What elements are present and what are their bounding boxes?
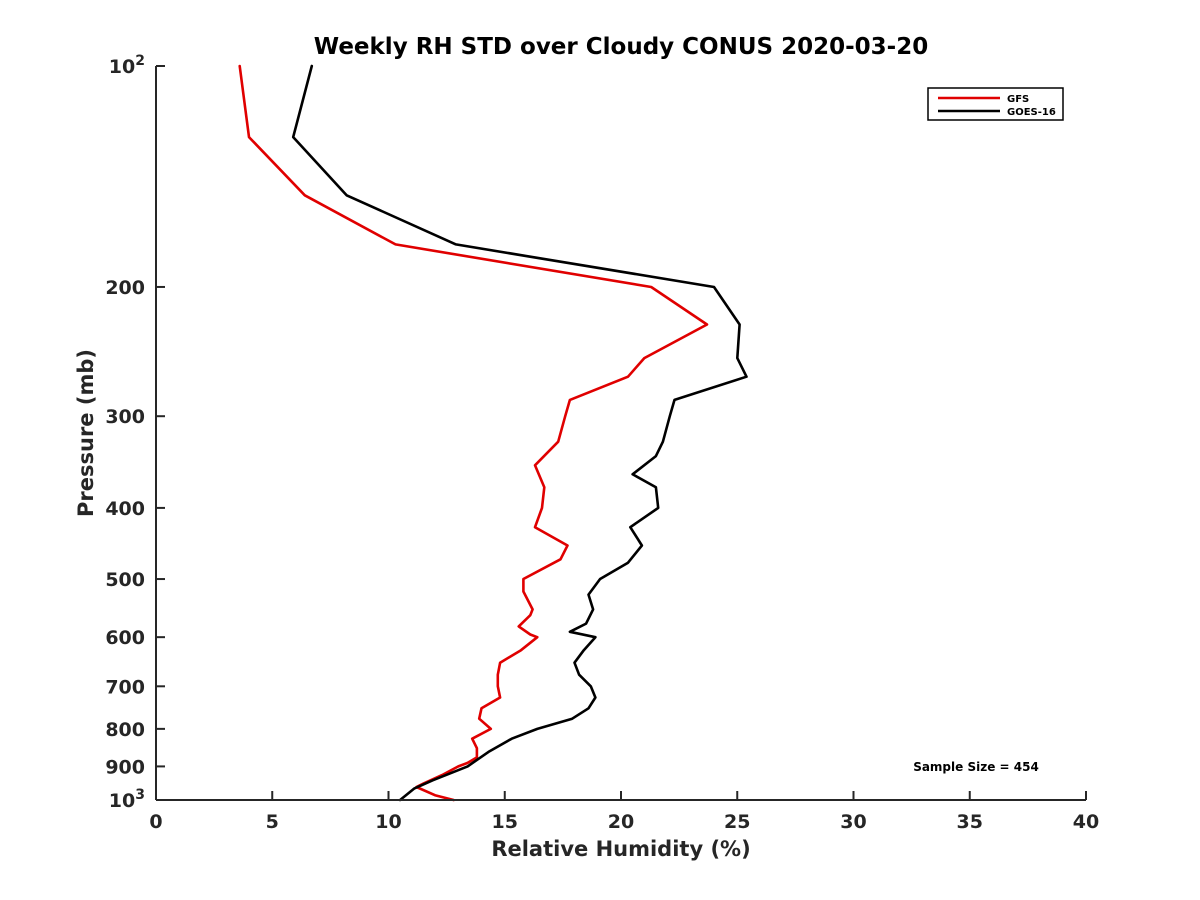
y-tick-label: 200 (105, 277, 145, 299)
x-tick-label: 25 (724, 811, 750, 833)
x-tick-label: 15 (492, 811, 518, 833)
y-tick-label: 700 (105, 676, 145, 698)
y-tick-label: 103 (109, 787, 145, 812)
x-tick-label: 40 (1073, 811, 1099, 833)
series-layer (238, 64, 748, 802)
x-tick-label: 5 (266, 811, 279, 833)
x-tick-label: 20 (608, 811, 634, 833)
legend-box (927, 87, 1064, 121)
y-tick-label: 900 (105, 756, 145, 778)
y-tick-label: 600 (105, 627, 145, 649)
legend: GFS GOES-16 (927, 87, 1064, 121)
y-tick-label: 102 (109, 53, 145, 78)
y-tick-label: 800 (105, 719, 145, 741)
x-tick-label: 35 (957, 811, 983, 833)
x-axis-label: Relative Humidity (%) (491, 837, 750, 861)
sample-size-annotation: Sample Size = 454 (913, 760, 1039, 774)
x-ticks: 0 5 10 15 20 25 30 35 40 (149, 791, 1099, 833)
y-axis-label: Pressure (mb) (74, 349, 98, 517)
y-tick-label: 300 (105, 406, 145, 428)
chart-title: Weekly RH STD over Cloudy CONUS 2020-03-… (314, 34, 928, 60)
legend-label: GFS (1007, 94, 1029, 105)
y-ticks: 102 200 300 400 500 600 700 800 900 103 (105, 53, 165, 812)
series-line-gfs (238, 64, 709, 802)
x-tick-label: 10 (375, 811, 401, 833)
legend-label: GOES-16 (1007, 107, 1056, 118)
axes-layer (155, 66, 1086, 801)
y-tick-label: 400 (105, 498, 145, 520)
series-line-goes-16 (291, 64, 748, 802)
x-tick-label: 0 (149, 811, 162, 833)
x-tick-label: 30 (840, 811, 866, 833)
y-tick-label: 500 (105, 569, 145, 591)
